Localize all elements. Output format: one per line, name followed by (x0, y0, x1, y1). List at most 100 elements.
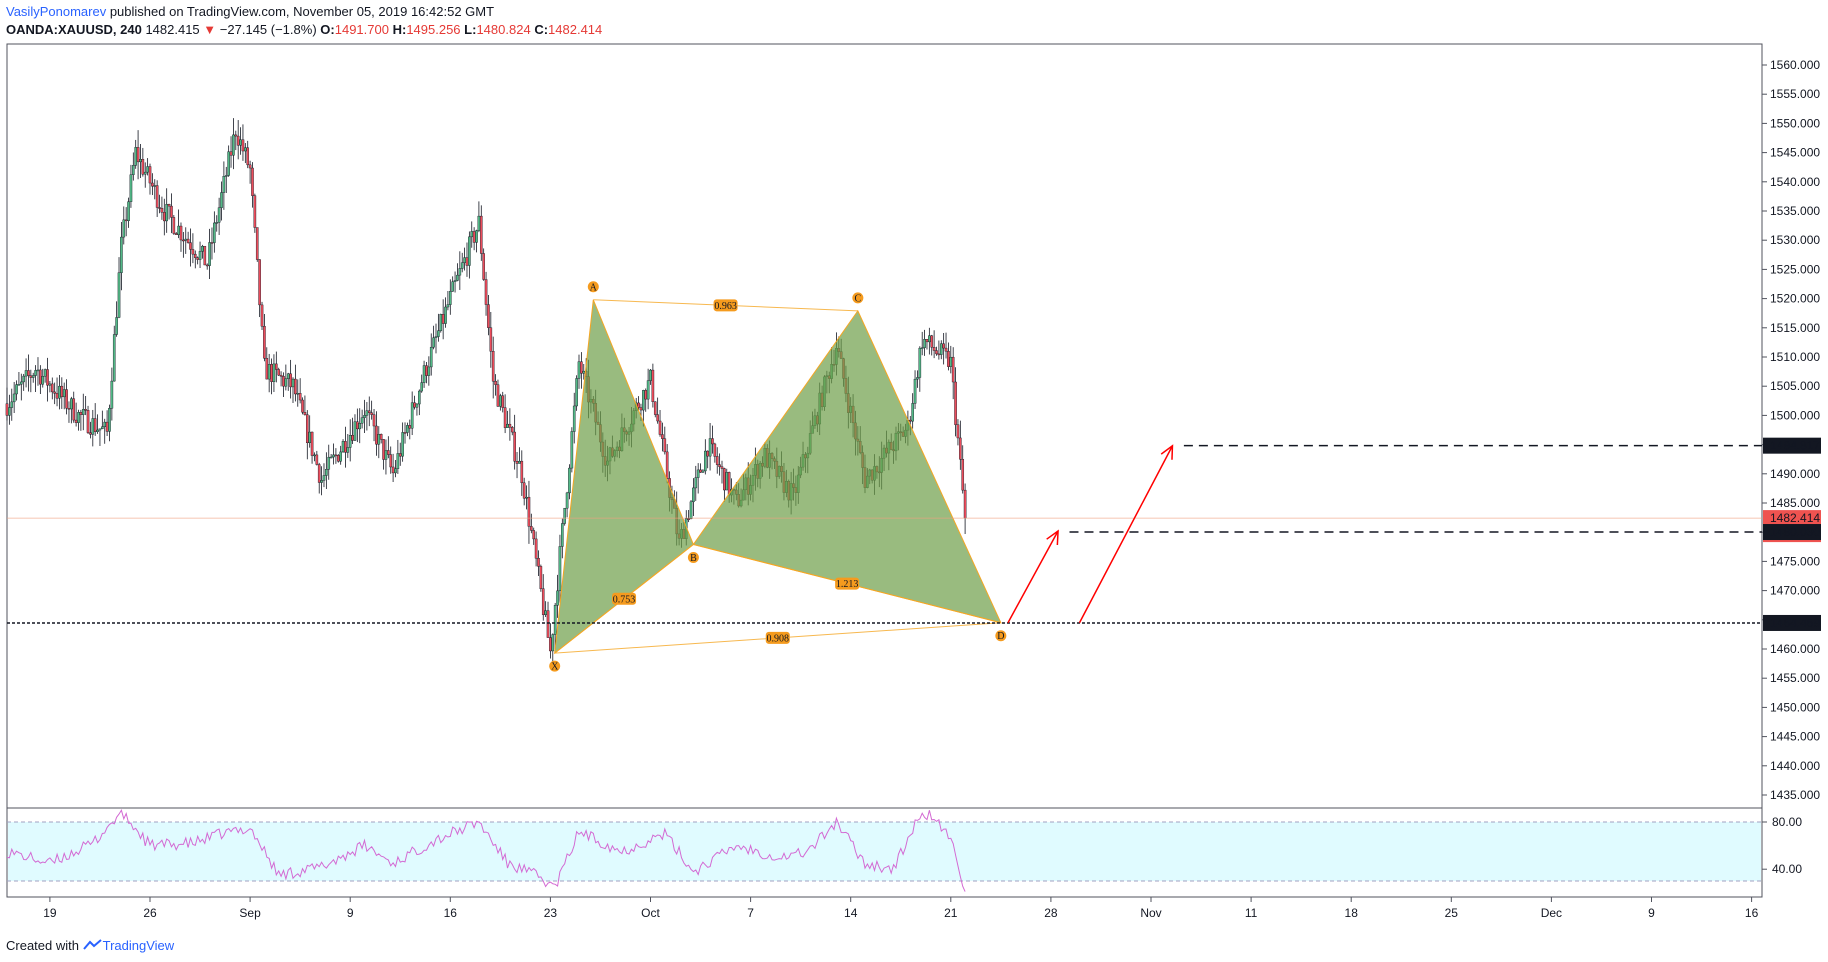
candle (932, 330, 936, 359)
last-price: 1482.415 (145, 22, 200, 37)
candle-body (727, 472, 731, 496)
author-link[interactable]: VasilyPonomarev (6, 4, 107, 19)
candle-body (86, 410, 90, 433)
candle-body (193, 253, 197, 258)
price-tick-label: 1555.000 (1770, 87, 1820, 101)
candle (644, 388, 648, 412)
candle (432, 325, 435, 350)
candle-body (179, 225, 183, 241)
candle-body (391, 466, 395, 474)
point-badge (687, 551, 699, 563)
candle-body (279, 374, 283, 377)
candle (708, 423, 712, 471)
candle-body (949, 356, 953, 367)
candle-body (539, 566, 543, 589)
candle (48, 381, 52, 393)
candle-body (70, 398, 73, 410)
candle-body (34, 370, 37, 376)
candle-body (651, 369, 655, 403)
candle (479, 205, 483, 261)
candle-body (329, 456, 333, 459)
candle (377, 426, 381, 459)
candle-body (541, 588, 545, 615)
candle (77, 409, 80, 431)
candle (923, 329, 926, 356)
candle-body (406, 425, 409, 433)
candle (553, 602, 557, 650)
candle (367, 396, 371, 427)
candle-body (410, 402, 414, 429)
candle (239, 127, 242, 155)
candle (322, 463, 326, 488)
candle (939, 340, 943, 360)
candle (510, 426, 514, 436)
rsi-tick-label: 40.00 (1772, 862, 1802, 876)
candle-body (162, 212, 166, 222)
candle-body (20, 381, 23, 385)
candle (546, 601, 550, 638)
candle (453, 271, 457, 293)
candle-body (286, 373, 290, 379)
candle-body (408, 425, 412, 429)
candle (446, 291, 450, 311)
candle (370, 400, 373, 420)
high-value: 1495.256 (406, 22, 461, 37)
high-label: H: (392, 22, 407, 37)
candle-body (954, 381, 957, 425)
ratio-badge (835, 577, 860, 590)
candle (275, 351, 278, 383)
candle-body (108, 408, 111, 432)
candle-body (725, 472, 729, 491)
candle-body (81, 409, 85, 415)
candle-body (105, 421, 109, 432)
price-tick-label: 1435.000 (1770, 788, 1820, 802)
arrow-shaft (1078, 445, 1174, 624)
candle-body (463, 257, 466, 263)
candle (527, 480, 531, 544)
candle (110, 367, 114, 421)
candle (451, 276, 454, 292)
candle-body (265, 358, 269, 380)
candle (12, 381, 16, 414)
pattern-point-a: A (587, 281, 599, 293)
candle-body (53, 391, 56, 394)
candle-body (148, 166, 152, 184)
candle (117, 257, 121, 319)
close-value: 1482.414 (548, 22, 603, 37)
candle-body (136, 147, 140, 163)
candle-body (172, 217, 176, 234)
candle (24, 358, 28, 388)
candle (62, 382, 66, 410)
candle (556, 574, 559, 618)
candle-body (713, 443, 717, 457)
candle-body (644, 390, 648, 400)
candle-body (124, 219, 128, 222)
candle (148, 163, 152, 195)
candle-body (120, 236, 123, 273)
candle (715, 447, 719, 474)
point-text: D (997, 631, 1004, 642)
candle-body (692, 487, 695, 503)
candle-body (365, 410, 369, 416)
candle-body (191, 249, 195, 255)
candle-body (112, 334, 116, 382)
candle-body (439, 314, 443, 331)
candle (289, 359, 292, 399)
candle-body (289, 373, 292, 388)
candle-body (534, 538, 538, 559)
candle (389, 446, 393, 474)
time-tick-label: 16 (1745, 906, 1759, 920)
price-tick-label: 1530.000 (1770, 233, 1820, 247)
candle (561, 518, 564, 559)
tradingview-brand-link[interactable]: TradingView (102, 938, 175, 953)
candle (215, 215, 219, 232)
candle-body (165, 204, 168, 222)
candle (286, 372, 290, 391)
rsi-band (8, 822, 1761, 881)
candle (949, 345, 953, 374)
candle (55, 377, 59, 407)
candle-body (79, 412, 83, 415)
candle (429, 333, 433, 376)
candle (418, 389, 421, 416)
